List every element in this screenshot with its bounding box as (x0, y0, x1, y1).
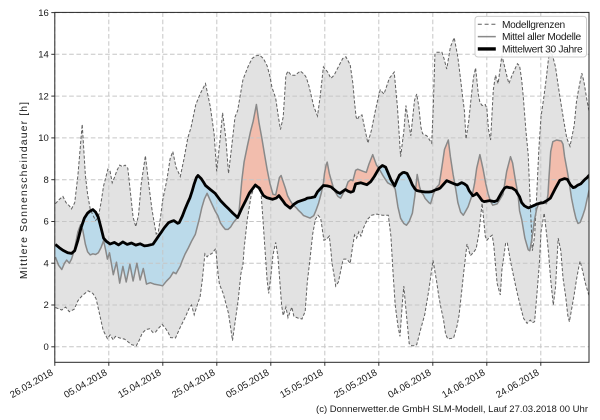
svg-text:14: 14 (38, 50, 49, 61)
svg-text:(c) Donnerwetter.de GmbH SLM-M: (c) Donnerwetter.de GmbH SLM-Modell, Lau… (316, 404, 588, 415)
svg-text:6: 6 (44, 217, 49, 228)
svg-text:8: 8 (44, 175, 49, 186)
svg-text:Modellgrenzen: Modellgrenzen (502, 20, 565, 31)
svg-text:Mittel aller Modelle: Mittel aller Modelle (502, 32, 582, 43)
svg-text:Mittlere Sonnenscheindauer [h]: Mittlere Sonnenscheindauer [h] (18, 101, 30, 279)
svg-text:10: 10 (38, 133, 49, 144)
svg-text:16: 16 (38, 8, 49, 19)
svg-text:12: 12 (38, 91, 49, 102)
svg-text:4: 4 (44, 258, 49, 269)
svg-text:0: 0 (44, 342, 49, 353)
svg-text:2: 2 (44, 300, 49, 311)
svg-text:Mittelwert 30 Jahre: Mittelwert 30 Jahre (502, 45, 583, 56)
